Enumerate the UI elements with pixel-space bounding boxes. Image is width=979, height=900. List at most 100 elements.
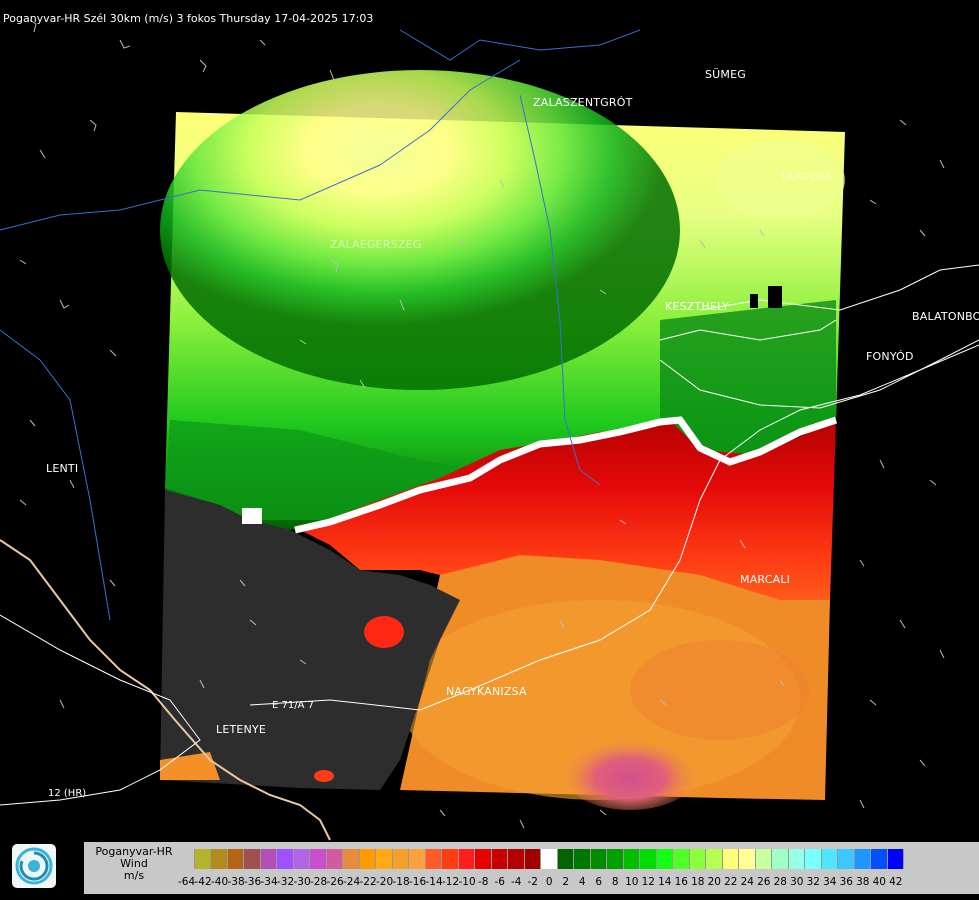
legend-tick-label: 16 xyxy=(674,876,688,888)
legend-tick-label: -32 xyxy=(277,876,295,888)
legend-swatch xyxy=(821,849,838,869)
legend-swatch xyxy=(557,849,574,869)
legend-swatch xyxy=(409,849,426,869)
legend-swatch xyxy=(673,849,690,869)
red-region xyxy=(300,418,836,620)
nodata-region xyxy=(160,490,460,790)
legend-tick-label: -2 xyxy=(527,876,538,888)
legend-swatch xyxy=(376,849,393,869)
legend-tick-label: 26 xyxy=(757,876,771,888)
legend-tick-label: 8 xyxy=(611,876,619,888)
legend-tick-label: -30 xyxy=(293,876,311,888)
legend-swatch xyxy=(541,849,558,869)
legend-swatch xyxy=(755,849,772,869)
legend-tick-label: -14 xyxy=(425,876,443,888)
legend-swatch xyxy=(706,849,723,869)
legend-swatch xyxy=(475,849,492,869)
legend-swatch xyxy=(838,849,855,869)
legend-tick-label: 4 xyxy=(578,876,586,888)
city-label-zalaszentgrot: ZALASZENTGRÓT xyxy=(533,96,633,109)
legend-tick-label: 36 xyxy=(839,876,853,888)
legend-swatch xyxy=(772,849,789,869)
legend-tick-label: -28 xyxy=(310,876,328,888)
legend-tick-label: -20 xyxy=(376,876,394,888)
city-label-lenti: LENTI xyxy=(46,462,79,475)
legend-title: Poganyvar-HR Wind m/s xyxy=(84,846,184,882)
legend-tick-label: -12 xyxy=(442,876,460,888)
legend-tick-label: 22 xyxy=(724,876,738,888)
legend-swatch xyxy=(689,849,706,869)
legend-swatch xyxy=(854,849,871,869)
legend-swatch xyxy=(871,849,888,869)
legend-swatch xyxy=(590,849,607,869)
legend-swatch xyxy=(227,849,244,869)
legend-tick-label: -36 xyxy=(244,876,262,888)
legend-tick-label: 42 xyxy=(889,876,903,888)
legend-swatch xyxy=(343,849,360,869)
legend-tick-label: -26 xyxy=(326,876,344,888)
legend-tick-label: 34 xyxy=(823,876,837,888)
legend-tick-label: 14 xyxy=(658,876,672,888)
yellow-core xyxy=(160,70,680,390)
legend-swatch xyxy=(788,849,805,869)
legend-title-product: Wind xyxy=(120,857,148,870)
legend-swatch xyxy=(425,849,442,869)
legend-tick-label: 18 xyxy=(691,876,705,888)
legend-tick-label: 24 xyxy=(740,876,754,888)
legend-swatch xyxy=(211,849,228,869)
settlements xyxy=(19,19,945,829)
color-legend: Poganyvar-HR Wind m/s -64 -42 -40 -38 -36 -34… xyxy=(84,842,979,894)
legend-swatches xyxy=(178,849,904,869)
legend-tick-label: -42 xyxy=(194,876,212,888)
legend-tick-label: -34 xyxy=(260,876,278,888)
legend-tick-label: 40 xyxy=(872,876,886,888)
legend-tick-label: -64 xyxy=(178,876,196,888)
legend-tick-label: 0 xyxy=(545,876,553,888)
legend-swatch xyxy=(640,849,657,869)
legend-tick-label: 38 xyxy=(856,876,870,888)
dark-green-band xyxy=(660,300,836,462)
legend-tick-label: -18 xyxy=(392,876,410,888)
legend-swatch xyxy=(277,849,294,869)
city-label-balatonbo: BALATONBO xyxy=(912,310,979,323)
legend-swatch xyxy=(244,849,261,869)
legend-swatch xyxy=(458,849,475,869)
legend-swatch xyxy=(178,849,195,869)
legend-swatch xyxy=(524,849,541,869)
legend-tick-label: -40 xyxy=(211,876,229,888)
legend-swatch xyxy=(805,849,822,869)
road-label-e71: E 71/A 7 xyxy=(272,700,314,711)
city-label-sumeg: SÜMEG xyxy=(705,68,746,81)
city-label-letenye: LETENYE xyxy=(216,723,267,736)
radar-field xyxy=(160,70,845,810)
city-label-marcali: MARCALI xyxy=(740,573,791,586)
legend-swatch xyxy=(442,849,459,869)
legend-tick-label: 28 xyxy=(773,876,787,888)
legend-swatch xyxy=(260,849,277,869)
legend-tick-label: 30 xyxy=(790,876,804,888)
city-label-nagykanizsa: NAGYKANIZSA xyxy=(446,685,527,698)
legend-tick-label: 2 xyxy=(562,876,570,888)
legend-swatch xyxy=(359,849,376,869)
legend-swatch xyxy=(887,849,904,869)
zero-line xyxy=(294,416,838,534)
provider-logo xyxy=(12,844,56,888)
legend-swatch xyxy=(574,849,591,869)
legend-tick-label: 12 xyxy=(641,876,655,888)
legend-swatch xyxy=(310,849,327,869)
legend-swatch xyxy=(326,849,343,869)
legend-swatch xyxy=(194,849,211,869)
legend-swatch xyxy=(739,849,756,869)
city-label-keszthely: KESZTHELY xyxy=(665,300,729,313)
legend-tick-label: -4 xyxy=(511,876,522,888)
legend-swatch xyxy=(607,849,624,869)
road-label-12: 12 (HR) xyxy=(48,788,87,799)
legend-swatch xyxy=(293,849,310,869)
city-label-fonyod: FONYÓD xyxy=(866,350,914,363)
legend-tick-label: -8 xyxy=(478,876,489,888)
legend-tick-label: 6 xyxy=(595,876,603,888)
pink-spot xyxy=(560,730,700,810)
legend-ticks: -64 -42 -40 -38 -36 -34 -32 -30 -28 -26 -24 -22 -20-… xyxy=(178,876,904,890)
legend-swatch xyxy=(656,849,673,869)
